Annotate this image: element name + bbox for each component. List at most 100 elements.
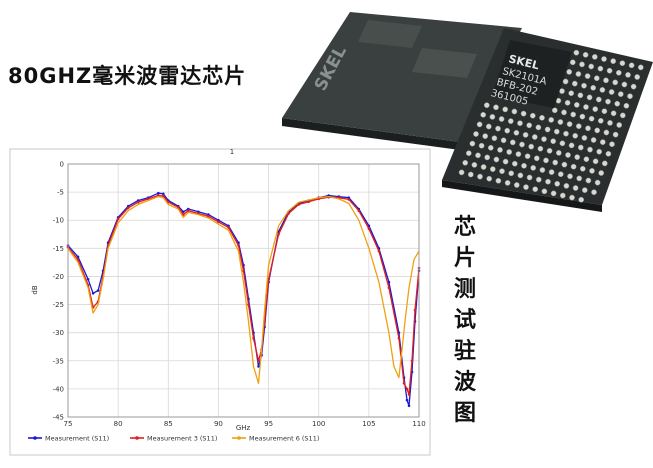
chip-marking-plate [492, 40, 572, 108]
x-tick-label: 100 [312, 420, 325, 428]
series-line-2 [67, 194, 420, 396]
bga-ball [557, 171, 564, 178]
side-caption-char: 驻 [453, 339, 476, 364]
bga-ball [523, 184, 529, 190]
series-2-point [227, 226, 230, 229]
series-2-point [407, 393, 411, 396]
headline-title: 80GHZ毫米波雷达芯片 [8, 64, 247, 88]
bga-ball [539, 114, 545, 121]
side-caption-char: 波 [453, 370, 476, 395]
bga-ball [597, 117, 604, 124]
bga-ball [596, 148, 603, 155]
bga-ball-grid [458, 49, 644, 203]
bga-ball [550, 138, 557, 145]
bga-ball [566, 69, 573, 75]
bga-ball [541, 136, 547, 142]
bga-ball [480, 111, 487, 118]
series-1-point [76, 255, 80, 259]
bga-ball [595, 96, 602, 103]
s11-chart: 1 0 -5 -10 -15 -20 -25 -30 -35 -40 -45 75 80 85 90 95… [9, 148, 431, 456]
y-tick-label: -25 [53, 301, 64, 309]
bga-ball [513, 129, 520, 136]
plot-area-border [67, 163, 420, 418]
chip-die-highlight [358, 20, 422, 48]
bga-ball [509, 139, 516, 146]
bga-ball [458, 169, 465, 176]
bga-ball [584, 73, 591, 79]
bga-ball [585, 177, 592, 184]
series-1-point [257, 365, 260, 368]
bga-ball [462, 159, 469, 166]
bga-ball [535, 124, 542, 131]
bga-ball [477, 173, 483, 180]
bga-ball [508, 170, 515, 177]
bga-ball [586, 94, 593, 101]
bga-ball [564, 99, 571, 106]
series-2-point [177, 206, 180, 209]
bga-ball [634, 74, 641, 80]
chip-body-top [282, 12, 522, 142]
bga-ball [545, 178, 551, 185]
bga-ball [612, 131, 619, 138]
bga-ball [543, 157, 549, 164]
bga-ball [628, 62, 635, 69]
legend-label: Measurement (S11) [45, 435, 109, 443]
bga-ball [476, 121, 483, 128]
series-2-point [410, 359, 414, 363]
chart-yticks: 0 -5 -10 -15 -20 -25 -30 -35 -40 -45 [53, 161, 64, 422]
bga-ball [581, 187, 588, 193]
bga-ball [606, 67, 613, 74]
bga-ball [591, 189, 597, 196]
bga-ball [475, 152, 481, 159]
x-tick-label: 95 [264, 420, 273, 428]
series-2-point [367, 227, 371, 230]
bga-ball [570, 163, 577, 170]
bga-ball [594, 179, 601, 186]
bga-ball [568, 90, 575, 97]
x-tick-label: 80 [114, 420, 123, 428]
bga-ball [482, 133, 489, 139]
bga-ball [627, 93, 633, 100]
bga-ball [607, 120, 613, 126]
legend-label: Measurement 3 (S11) [147, 435, 217, 443]
bga-ball [575, 71, 582, 77]
series-line-1 [67, 192, 420, 407]
bga-ball [619, 112, 626, 119]
bga-ball [590, 84, 597, 91]
y-tick-label: -15 [53, 245, 64, 253]
bga-ball [570, 111, 577, 118]
bga-ball [583, 156, 590, 163]
y-tick-label: -20 [53, 273, 64, 281]
bga-ball [526, 122, 533, 129]
series-2-point [405, 387, 409, 391]
bga-ball [630, 83, 637, 90]
bga-ball [554, 180, 561, 187]
side-caption-char: 芯 [453, 215, 476, 240]
bga-ball [546, 147, 553, 154]
bga-ball [588, 115, 595, 122]
bga-ball [493, 156, 500, 163]
series-2-point [136, 200, 140, 204]
chart-ylabel: dB [31, 285, 39, 294]
bga-ball [571, 80, 578, 87]
bga-ball [497, 147, 503, 153]
x-tick-label: 105 [362, 420, 375, 428]
series-1-point [91, 292, 95, 295]
bga-ball [573, 102, 580, 108]
bga-ball [599, 139, 606, 145]
bga-ball [489, 114, 496, 120]
bga-ball [557, 119, 564, 125]
series-2-point [307, 200, 311, 203]
bga-ball [559, 88, 565, 94]
bga-ball [592, 158, 599, 165]
bga-ball [478, 142, 485, 149]
bga-ball [594, 127, 601, 134]
side-caption-char: 片 [453, 246, 476, 271]
bga-ball [541, 188, 548, 195]
bga-ball [603, 77, 609, 84]
x-tick-label: 85 [164, 420, 173, 428]
bga-ball [625, 72, 631, 78]
bga-ball [517, 172, 524, 179]
bga-ball [552, 159, 559, 166]
series-line-3 [67, 195, 420, 384]
